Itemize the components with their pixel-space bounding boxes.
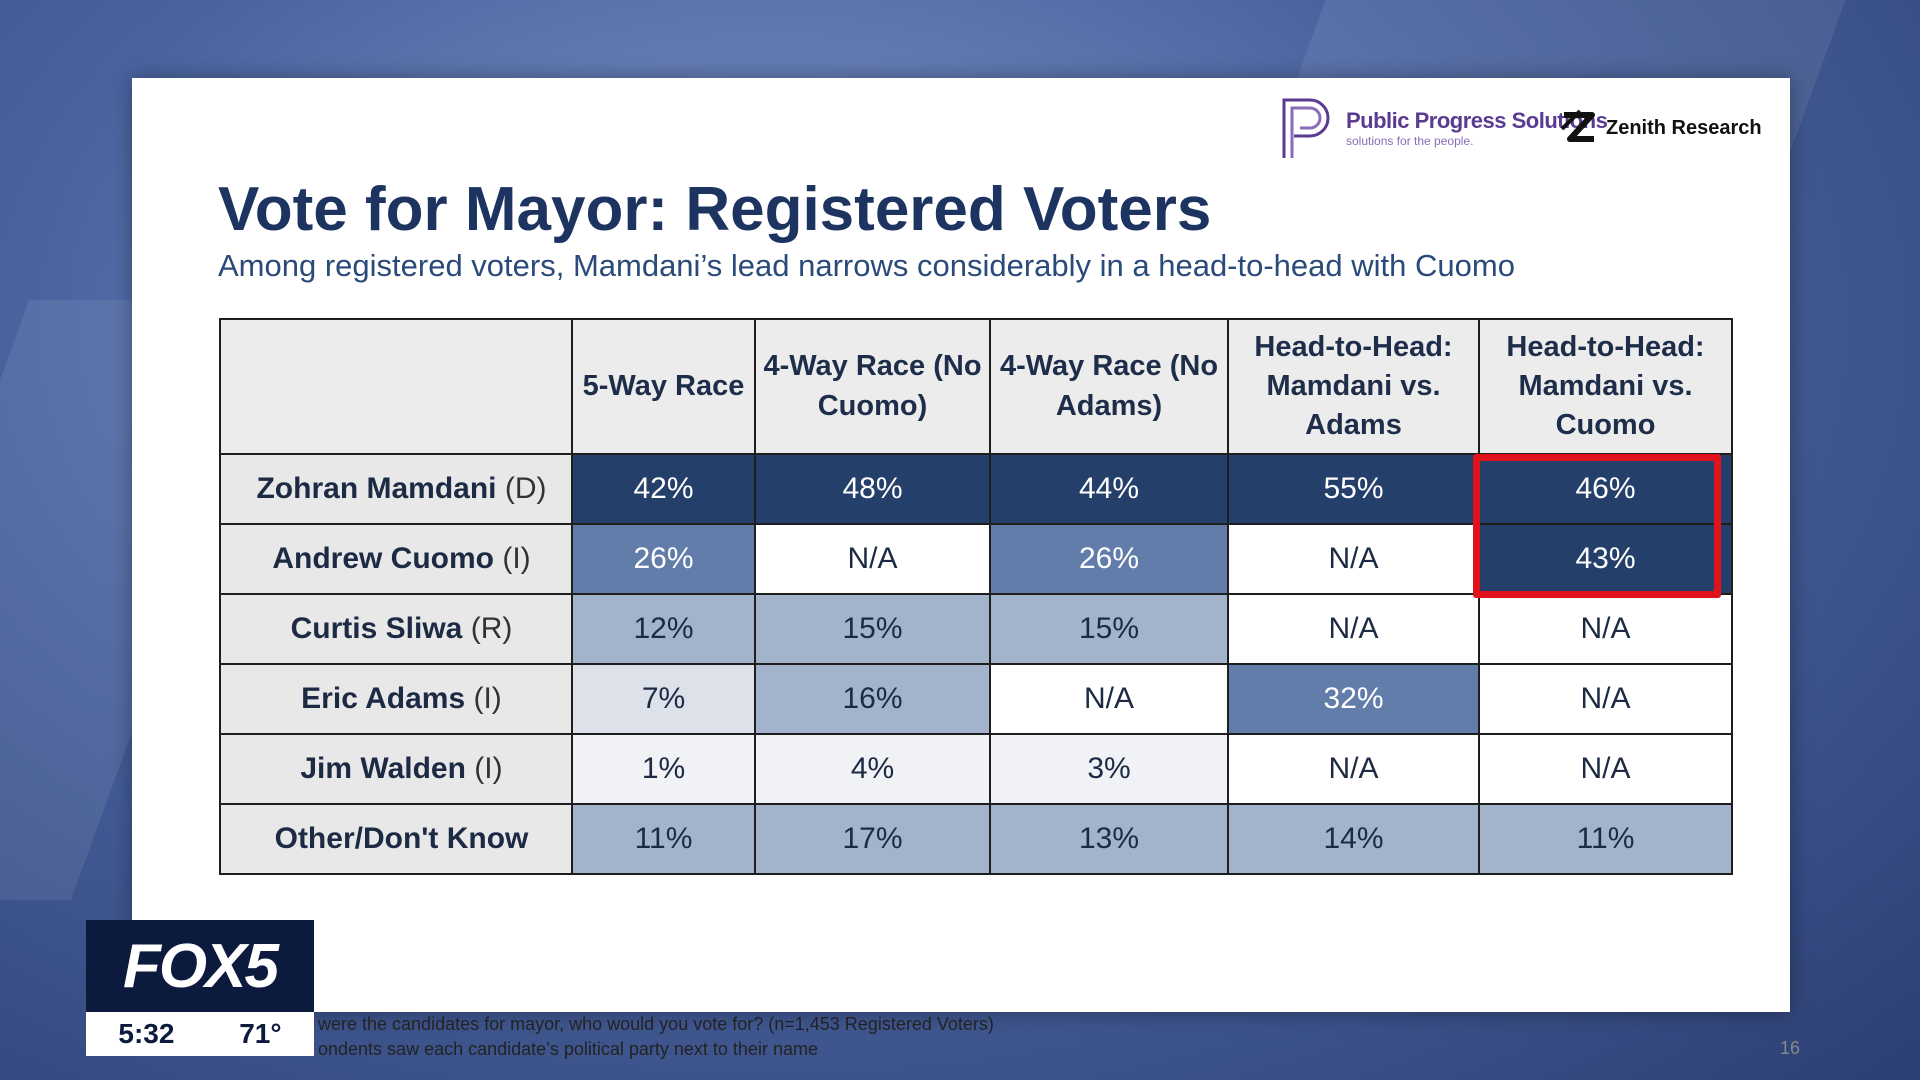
highlight-box <box>1473 454 1721 598</box>
column-header: 5-Way Race <box>571 318 756 455</box>
value-cell: 15% <box>989 593 1229 665</box>
value-cell: 44% <box>989 453 1229 525</box>
value-cell: N/A <box>1478 593 1733 665</box>
slide-subtitle: Among registered voters, Mamdani’s lead … <box>218 248 1515 283</box>
candidate-name: Eric Adams <box>301 682 466 715</box>
value-cell: 32% <box>1227 663 1480 735</box>
value-cell: 15% <box>754 593 991 665</box>
column-header: Head-to-Head: Mamdani vs. Cuomo <box>1478 318 1733 455</box>
value-cell: 26% <box>571 523 756 595</box>
row-label: Other/Don't Know <box>219 803 573 875</box>
candidate-party: (I) <box>473 682 502 715</box>
row-label: Zohran Mamdani (D) <box>219 453 573 525</box>
value-cell: N/A <box>1227 523 1480 595</box>
fox5-logo-text: FOX5 <box>123 931 279 1001</box>
column-header: 4-Way Race (No Adams) <box>989 318 1229 455</box>
row-label: Andrew Cuomo (I) <box>219 523 573 595</box>
value-cell: N/A <box>1478 663 1733 735</box>
value-cell: 4% <box>754 733 991 805</box>
value-cell: 7% <box>571 663 756 735</box>
row-label: Eric Adams (I) <box>219 663 573 735</box>
results-table: 5-Way Race 4-Way Race (No Cuomo) 4-Way R… <box>219 318 1733 875</box>
zr-name: Zenith Research <box>1606 116 1762 139</box>
value-cell: N/A <box>754 523 991 595</box>
value-cell: 14% <box>1227 803 1480 875</box>
value-cell: 55% <box>1227 453 1480 525</box>
candidate-name: Other/Don't Know <box>274 822 529 855</box>
row-label: Jim Walden (I) <box>219 733 573 805</box>
value-cell: 17% <box>754 803 991 875</box>
footnote-line: ondents saw each candidate’s political p… <box>318 1039 818 1059</box>
column-header: 4-Way Race (No Cuomo) <box>754 318 991 455</box>
row-label: Curtis Sliwa (R) <box>219 593 573 665</box>
candidate-name: Curtis Sliwa <box>290 612 463 645</box>
time-temp-strip: 5:32 71° <box>86 1012 314 1056</box>
value-cell: 12% <box>571 593 756 665</box>
candidate-party: (I) <box>502 542 531 575</box>
broadcast-temperature: 71° <box>239 1018 282 1049</box>
value-cell: 26% <box>989 523 1229 595</box>
value-cell: N/A <box>1227 733 1480 805</box>
value-cell: 43% <box>1478 523 1733 595</box>
value-cell: 13% <box>989 803 1229 875</box>
footnote: were the candidates for mayor, who would… <box>318 1012 994 1062</box>
value-cell: 16% <box>754 663 991 735</box>
pps-p-icon <box>1282 98 1330 158</box>
value-cell: N/A <box>989 663 1229 735</box>
slide-title: Vote for Mayor: Registered Voters <box>218 175 1212 244</box>
table-row: Other/Don't Know 11% 17% 13% 14% 11% <box>219 803 1733 875</box>
table-row: Curtis Sliwa (R) 12% 15% 15% N/A N/A <box>219 593 1733 665</box>
header-row: 5-Way Race 4-Way Race (No Cuomo) 4-Way R… <box>219 318 1733 455</box>
value-cell: 1% <box>571 733 756 805</box>
value-cell: N/A <box>1227 593 1480 665</box>
pps-name: Public Progress Solutions <box>1346 107 1608 133</box>
value-cell: N/A <box>1478 733 1733 805</box>
table-row: Zohran Mamdani (D) 42% 48% 44% 55% 46% <box>219 453 1733 525</box>
slide: Public Progress Solutions solutions for … <box>132 78 1800 1059</box>
candidate-name: Andrew Cuomo <box>272 542 494 575</box>
column-header-empty <box>219 318 573 455</box>
footnote-line: were the candidates for mayor, who would… <box>318 1014 994 1034</box>
candidate-party: (I) <box>474 752 503 785</box>
zenith-research-logo: Zenith Research <box>1560 109 1762 147</box>
public-progress-solutions-logo: Public Progress Solutions solutions for … <box>1280 96 1608 160</box>
pps-tagline: solutions for the people. <box>1346 133 1474 148</box>
value-cell: 46% <box>1478 453 1733 525</box>
table-row: Andrew Cuomo (I) 26% N/A 26% N/A 43% <box>219 523 1733 595</box>
candidate-name: Zohran Mamdani <box>256 472 497 505</box>
fox5-logo: FOX5 <box>86 920 314 1012</box>
candidate-party: (D) <box>504 472 547 505</box>
page-number: 16 <box>1780 1038 1801 1058</box>
column-header: Head-to-Head: Mamdani vs. Adams <box>1227 318 1480 455</box>
fox5-bug: FOX5 5:32 71° <box>86 920 314 1056</box>
value-cell: 48% <box>754 453 991 525</box>
candidate-name: Jim Walden <box>300 752 466 785</box>
table-row: Eric Adams (I) 7% 16% N/A 32% N/A <box>219 663 1733 735</box>
zenith-z-icon <box>1560 109 1595 142</box>
value-cell: 11% <box>571 803 756 875</box>
value-cell: 42% <box>571 453 756 525</box>
broadcast-time: 5:32 <box>118 1018 175 1049</box>
candidate-party: (R) <box>470 612 513 645</box>
value-cell: 3% <box>989 733 1229 805</box>
table-row: Jim Walden (I) 1% 4% 3% N/A N/A <box>219 733 1733 805</box>
value-cell: 11% <box>1478 803 1733 875</box>
